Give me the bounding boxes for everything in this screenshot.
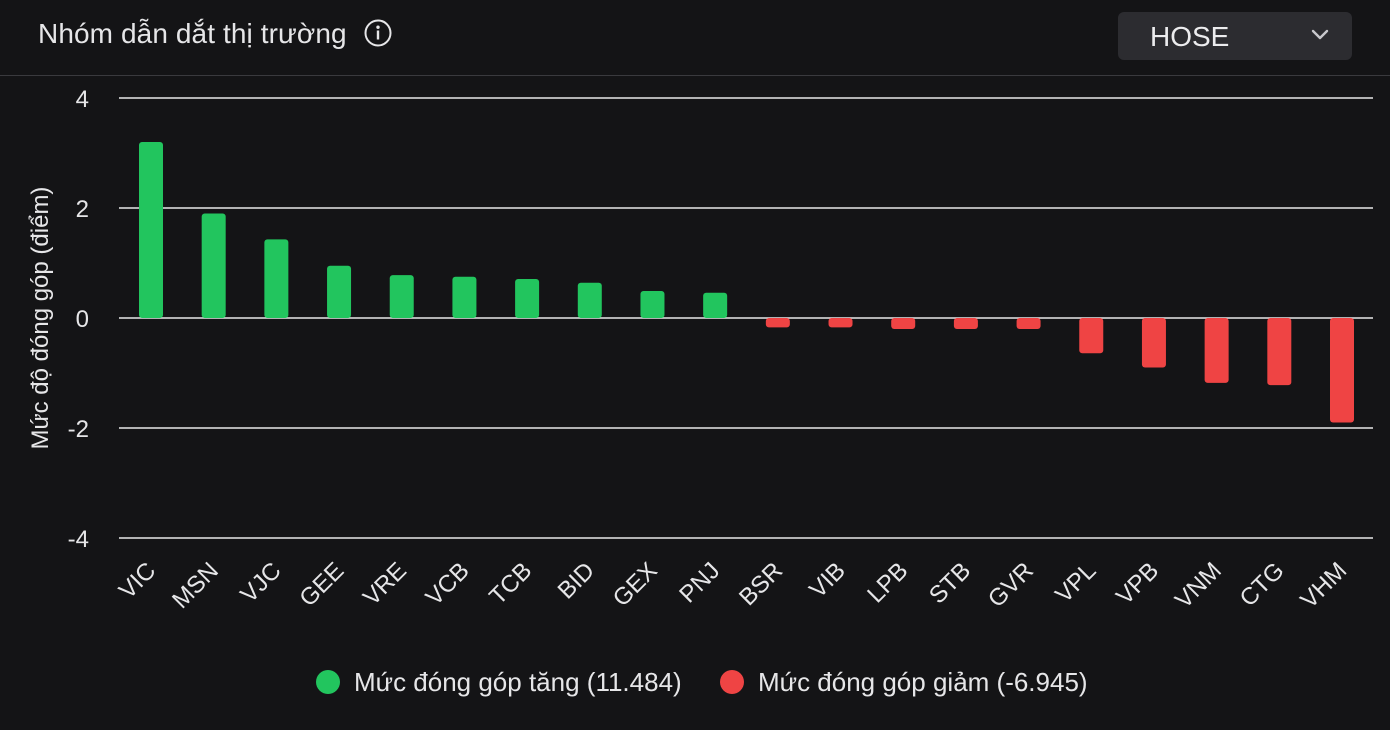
bar-vjc[interactable] (264, 239, 289, 318)
x-tick-label: LPB (862, 557, 913, 608)
bar-vpl[interactable] (1079, 318, 1104, 354)
x-tick-label: STB (924, 557, 976, 609)
x-tick-label: BSR (734, 557, 788, 611)
bar-lpb[interactable] (891, 318, 916, 329)
x-tick-label: GEE (294, 557, 349, 612)
x-tick-label: PNJ (674, 557, 725, 608)
bar-tcb[interactable] (515, 278, 540, 318)
bar-vcb[interactable] (452, 276, 477, 318)
x-tick-label: VCB (421, 557, 475, 611)
x-tick-label: GVR (983, 557, 1039, 613)
grid-lines (119, 97, 1373, 539)
bar-ctg[interactable] (1267, 318, 1292, 386)
bar-vnm[interactable] (1204, 318, 1229, 383)
x-tick-label: VPL (1050, 557, 1101, 608)
bar-vre[interactable] (389, 275, 414, 318)
x-tick-label: VRE (358, 557, 412, 611)
y-axis-label: Mức độ đóng góp (điểm) (27, 187, 54, 450)
y-tick-label: 0 (76, 306, 89, 333)
legend-swatch-increase (316, 670, 340, 694)
exchange-select[interactable]: HOSE (1118, 12, 1352, 60)
x-tick-label: CTG (1235, 557, 1290, 612)
x-tick-label: VNM (1170, 557, 1227, 614)
chevron-down-icon (1311, 29, 1329, 40)
x-tick-label: MSN (167, 557, 224, 614)
bars (139, 142, 1354, 423)
x-tick-label: VPB (1111, 557, 1164, 610)
legend-swatch-decrease (720, 670, 744, 694)
bar-vpb[interactable] (1141, 318, 1166, 368)
info-circle-icon[interactable] (364, 19, 392, 47)
chart-header: Nhóm dẫn dắt thị trường HOSE (0, 0, 1390, 76)
y-tick-label: 2 (76, 196, 89, 223)
y-axis-ticks: 4 2 0 -2 -4 (68, 86, 89, 553)
y-tick-label: 4 (76, 86, 89, 113)
x-tick-label: VJC (235, 557, 286, 608)
legend-item-decrease[interactable]: Mức đóng góp giảm (-6.945) (720, 664, 1088, 700)
page-title: Nhóm dẫn dắt thị trường (38, 18, 347, 49)
bar-pnj[interactable] (703, 292, 728, 318)
x-tick-label: VHM (1295, 557, 1352, 614)
x-axis-ticks: VIC MSN VJC GEE VRE VCB TCB BID GEX PNJ BSR VIB LPB S… (114, 557, 1352, 614)
bar-gex[interactable] (640, 291, 665, 318)
x-tick-label: TCB (484, 557, 537, 610)
bar-gee[interactable] (327, 265, 352, 318)
bar-vic[interactable] (139, 142, 163, 318)
bar-vib[interactable] (828, 318, 853, 328)
bar-msn[interactable] (201, 213, 226, 319)
contribution-bar-chart: 4 2 0 -2 -4 Mức độ đóng góp (điểm) VIC MSN VJC… (27, 86, 1373, 614)
x-tick-label: VIB (804, 557, 850, 603)
y-tick-label: -2 (68, 416, 89, 443)
bar-stb[interactable] (953, 318, 978, 329)
x-tick-label: GEX (608, 557, 663, 612)
x-tick-label: VIC (114, 557, 161, 604)
legend-label-increase: Mức đóng góp tăng (11.484) (354, 666, 682, 697)
bar-bid[interactable] (577, 282, 602, 318)
x-tick-label: BID (553, 557, 600, 604)
bar-gvr[interactable] (1016, 318, 1041, 329)
legend-label-decrease: Mức đóng góp giảm (-6.945) (758, 666, 1088, 697)
y-tick-label: -4 (68, 526, 89, 553)
bar-vhm[interactable] (1330, 318, 1354, 423)
bar-bsr[interactable] (765, 318, 790, 328)
exchange-select-value: HOSE (1150, 21, 1230, 52)
legend-item-increase[interactable]: Mức đóng góp tăng (11.484) (316, 664, 682, 700)
